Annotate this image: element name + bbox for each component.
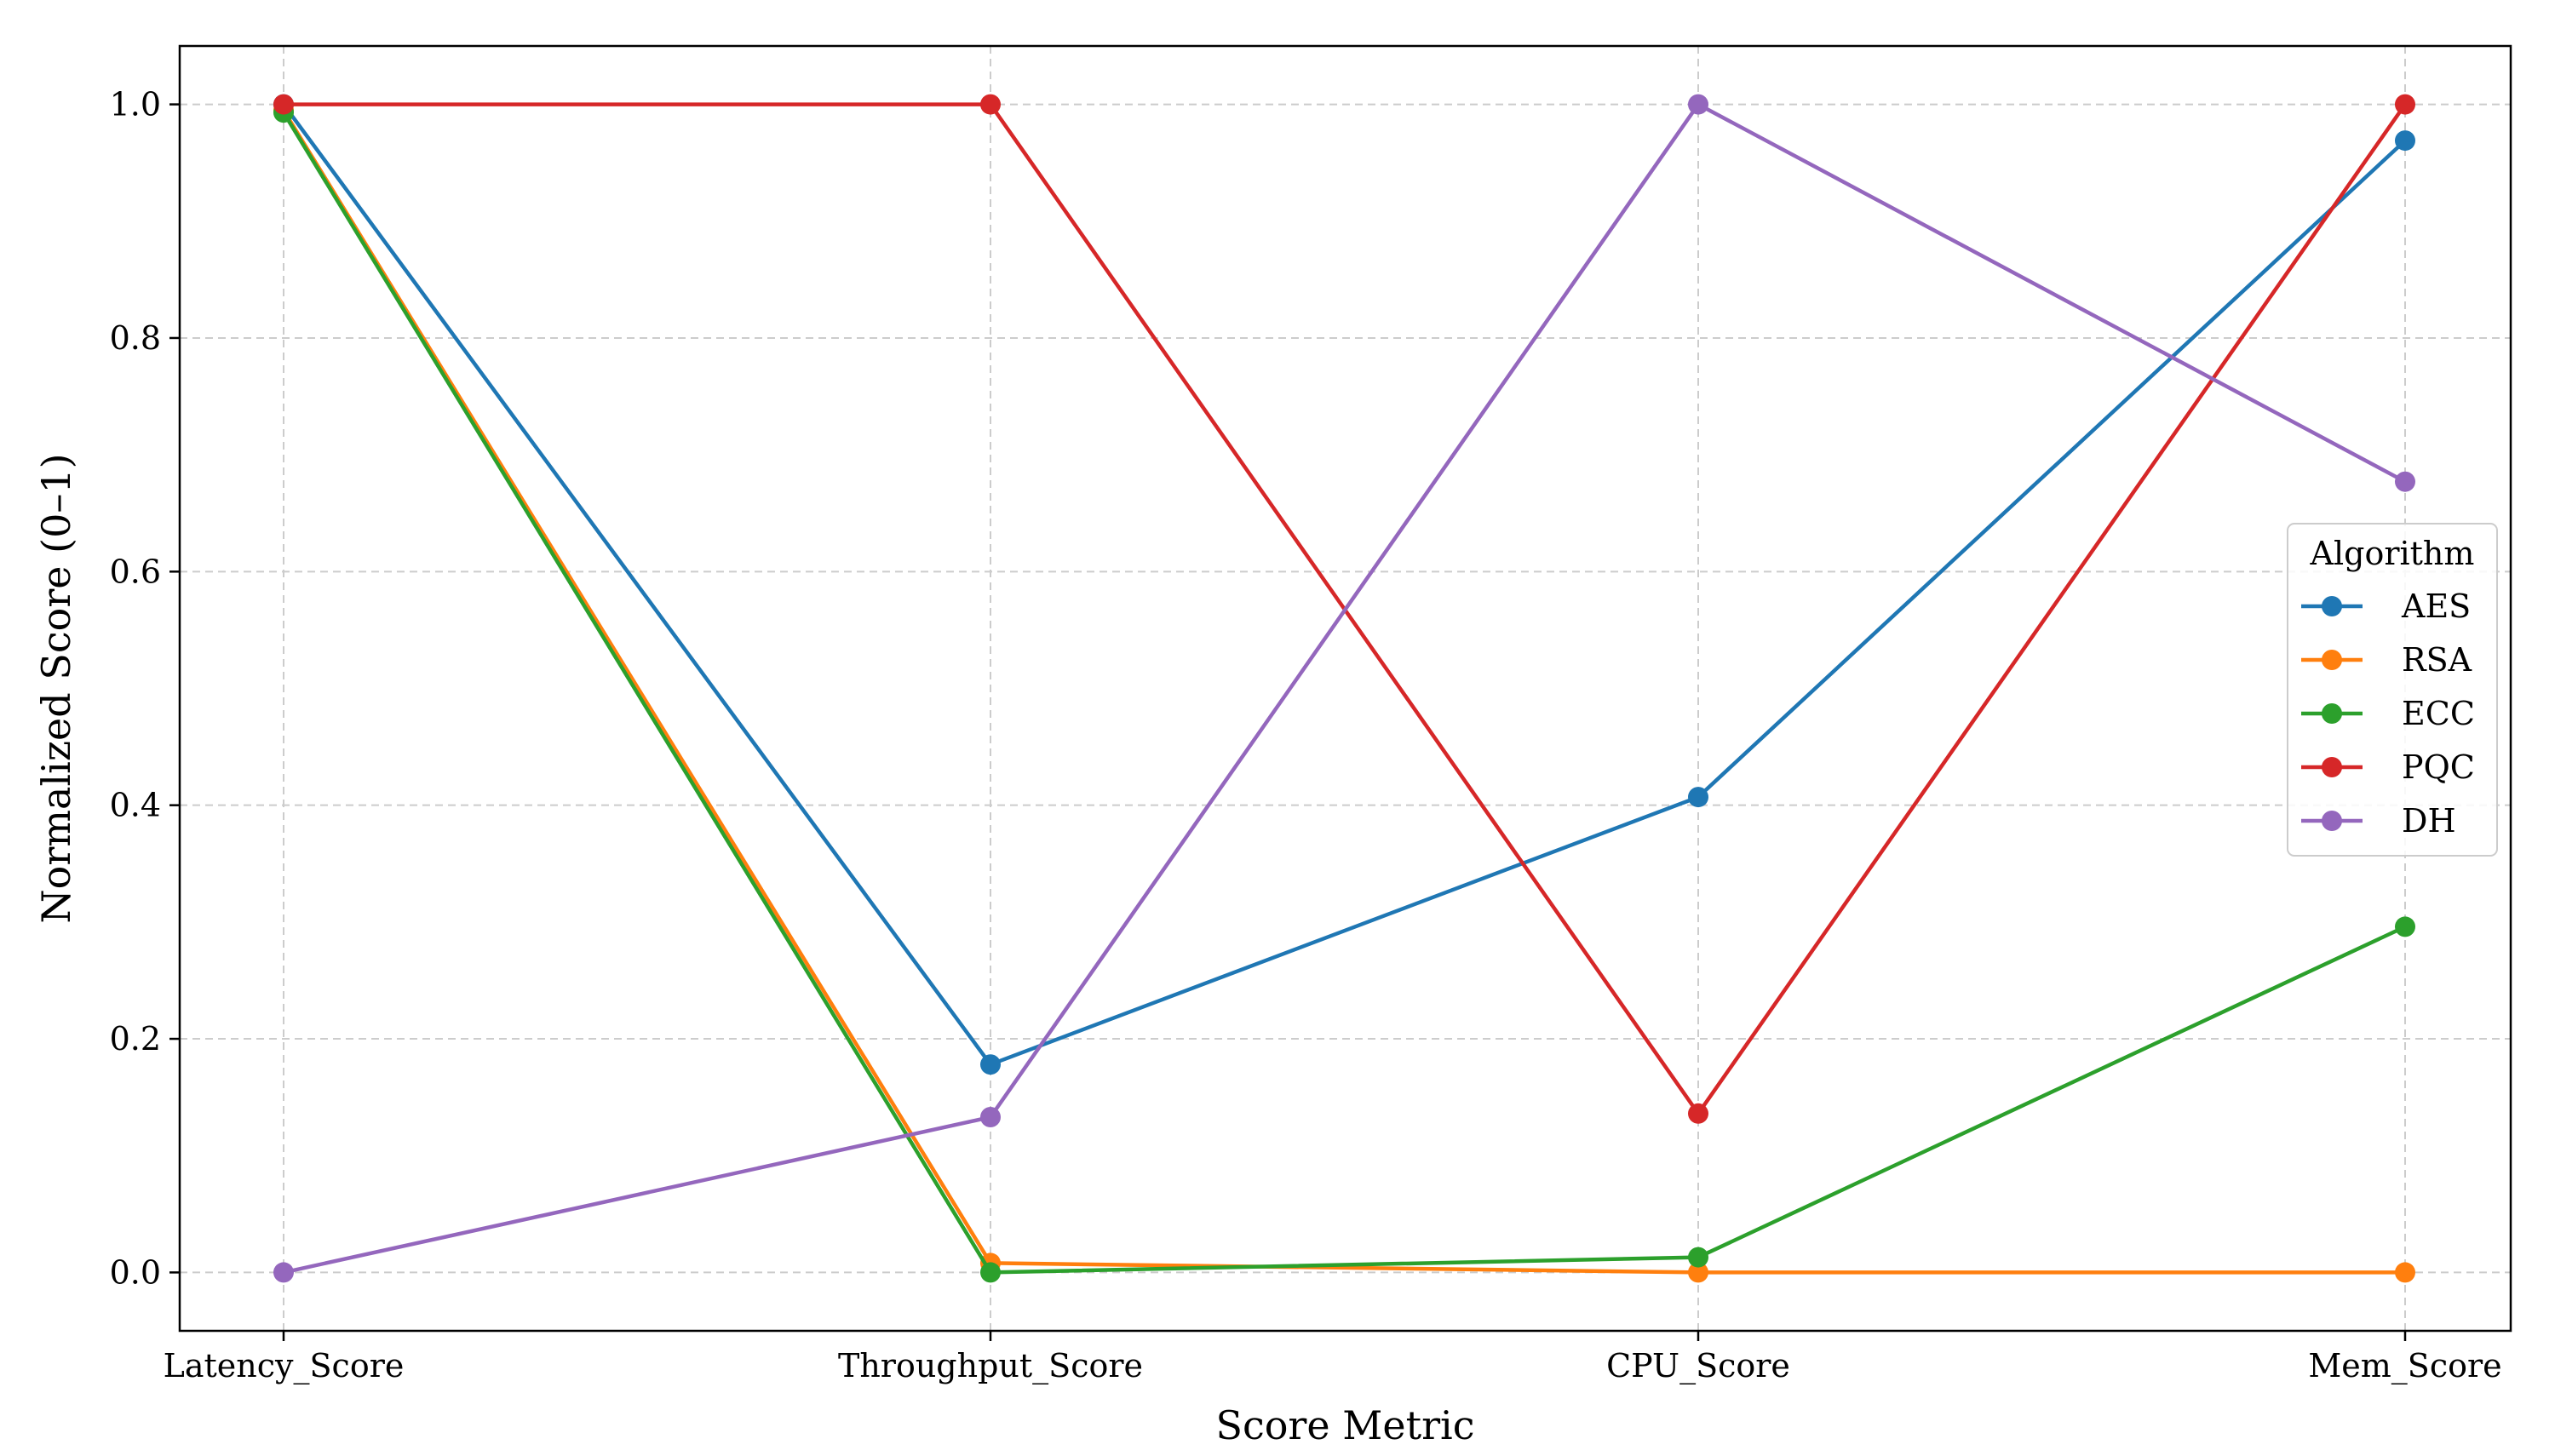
y-tick-label: 0.4: [110, 787, 161, 824]
series-line-rsa: [282, 109, 2405, 1275]
legend-item-ecc: ECC: [2301, 695, 2475, 732]
plot-frame: [178, 44, 2512, 1333]
y-tick-label: 0.2: [110, 1020, 161, 1058]
y-tick-label: 1.0: [110, 86, 161, 123]
axes: 0.0 0.2 0.4 0.6 0.8 1.0 Latency_Score Throughpu…: [33, 44, 2512, 1448]
legend-marker: [2322, 757, 2342, 777]
series-aes: [273, 94, 2415, 1075]
data-point-pqc: [2395, 94, 2415, 115]
y-tick-label: 0.6: [110, 553, 161, 590]
legend-box: [2287, 523, 2498, 857]
legend-item-rsa: RSA: [2301, 641, 2472, 679]
series-line-aes: [282, 103, 2407, 1067]
legend-marker: [2322, 596, 2342, 616]
data-point-aes: [1688, 787, 1708, 808]
legend-label: RSA: [2402, 641, 2472, 679]
x-tick-label: Mem_Score: [2308, 1347, 2501, 1385]
data-point-rsa: [1688, 1262, 1708, 1283]
legend-marker: [2322, 650, 2342, 670]
data-point-aes: [980, 1054, 1001, 1075]
legend: Algorithm AES RSA ECC PQC DH: [2287, 523, 2498, 857]
x-tick-label: CPU_Score: [1606, 1347, 1790, 1385]
data-point-dh: [980, 1107, 1001, 1127]
series-dh: [273, 94, 2415, 1283]
x-tick-label: Throughput_Score: [838, 1347, 1143, 1385]
legend-marker: [2322, 703, 2342, 724]
legend-marker: [2322, 811, 2342, 831]
data-point-pqc: [980, 94, 1001, 115]
legend-item-aes: AES: [2301, 588, 2471, 625]
legend-title: Algorithm: [2310, 535, 2475, 572]
data-point-pqc: [273, 94, 294, 115]
data-point-rsa: [2395, 1262, 2415, 1283]
legend-item-dh: DH: [2301, 802, 2456, 840]
legend-label: AES: [2401, 588, 2471, 625]
data-point-dh: [273, 1262, 294, 1283]
data-point-ecc: [2395, 916, 2415, 937]
series-lines: [273, 94, 2415, 1283]
data-point-aes: [2395, 130, 2415, 152]
data-point-dh: [2395, 471, 2415, 492]
data-point-ecc: [1688, 1247, 1708, 1268]
legend-label: DH: [2402, 802, 2456, 840]
legend-item-pqc: PQC: [2301, 748, 2475, 786]
y-tick-label: 0.0: [110, 1253, 161, 1291]
data-point-pqc: [1688, 1103, 1708, 1124]
x-axis-title: Score Metric: [1215, 1402, 1474, 1448]
legend-label: PQC: [2402, 748, 2475, 786]
series-line-ecc: [282, 112, 2406, 1275]
legend-label: ECC: [2402, 695, 2475, 732]
data-point-dh: [1688, 94, 1708, 115]
series-line-dh: [283, 102, 2407, 1275]
x-tick-label: Latency_Score: [164, 1347, 405, 1385]
data-point-ecc: [980, 1262, 1001, 1283]
y-axis-title: Normalized Score (0–1): [33, 453, 79, 923]
y-tick-label: 0.8: [110, 319, 161, 357]
